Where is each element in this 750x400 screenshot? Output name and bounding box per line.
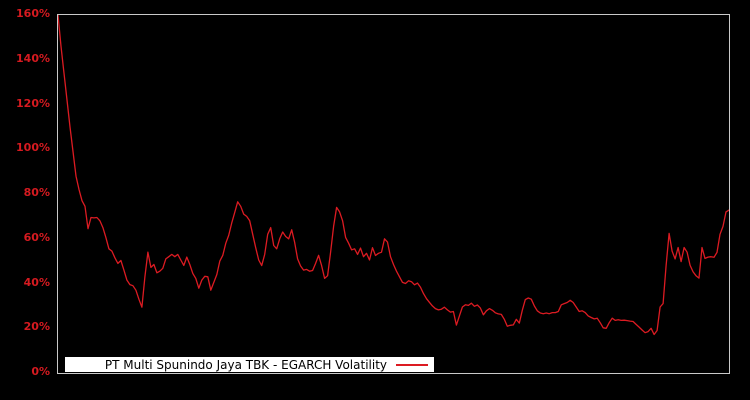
volatility-line [58, 15, 729, 336]
y-axis-tick-label: 20% [23, 320, 50, 334]
y-axis-tick-label: 100% [16, 141, 50, 155]
volatility-svg [58, 15, 729, 336]
legend-label: PT Multi Spunindo Jaya TBK - EGARCH Vola… [104, 357, 387, 372]
y-axis-tick-label: 140% [16, 51, 50, 65]
y-axis-tick-label: 40% [23, 275, 50, 289]
y-axis-tick-label: 120% [16, 96, 50, 110]
y-axis-tick-label: 60% [23, 230, 50, 244]
legend: PT Multi Spunindo Jaya TBK - EGARCH Vola… [65, 357, 434, 372]
y-axis-tick-label: 0% [31, 365, 50, 378]
y-axis-tick-label: 80% [23, 186, 50, 199]
legend-line-sample [396, 363, 428, 366]
plot-area [57, 14, 730, 374]
y-axis-tick-label: 160% [16, 7, 50, 20]
